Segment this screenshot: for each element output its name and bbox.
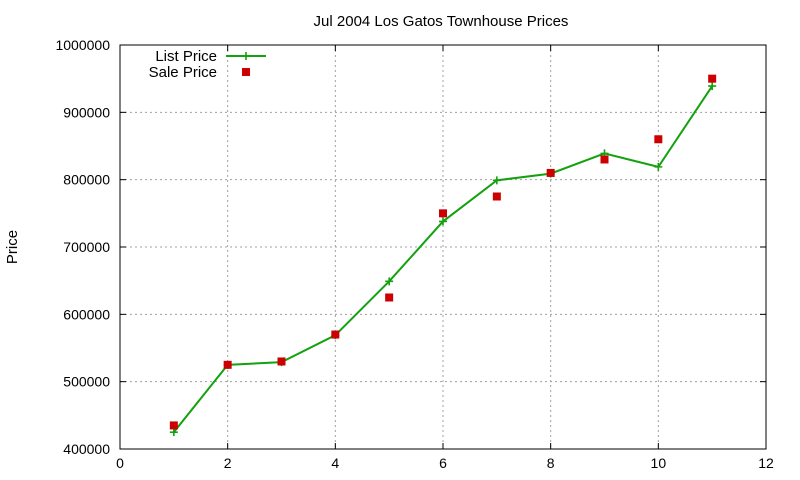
list-price-point: [439, 217, 447, 226]
sale-price-point: [277, 357, 286, 366]
series-sale-price: [169, 74, 717, 430]
chart-title: Jul 2004 Los Gatos Townhouse Prices: [314, 13, 569, 30]
grid: [120, 45, 766, 449]
list-price-point: [169, 428, 178, 437]
list-price-point: [385, 277, 394, 286]
y-tick-label: 1000000: [55, 37, 110, 53]
x-tick-label: 2: [224, 455, 232, 471]
sale-price-point: [439, 209, 447, 218]
x-tick-label: 0: [116, 455, 124, 471]
legend-label: Sale Price: [149, 64, 217, 81]
sale-price-point: [169, 421, 178, 430]
legend-label: List Price: [155, 48, 217, 65]
sale-price-point: [546, 168, 555, 177]
sale-price-point: [492, 192, 501, 201]
x-tick-label: 12: [758, 455, 774, 471]
sale-price-point: [654, 135, 663, 144]
series: [169, 74, 717, 437]
sale-price-point: [331, 330, 340, 339]
list-price-point: [708, 82, 717, 91]
y-tick-label: 900000: [63, 104, 110, 120]
x-tick-label: 4: [331, 455, 339, 471]
y-axis-label: Price: [4, 230, 21, 264]
x-tick-label: 6: [439, 455, 447, 471]
x-tick-label: 8: [547, 455, 555, 471]
sale-price-point: [708, 74, 717, 83]
sale-price-point: [600, 155, 609, 164]
y-tick-label: 400000: [63, 441, 110, 457]
sale-price-point: [223, 360, 232, 369]
y-tick-label: 800000: [63, 172, 110, 188]
list-price-point: [654, 162, 663, 171]
legend-plus-swatch: [242, 52, 250, 60]
y-tick-label: 600000: [63, 306, 110, 322]
axis-ticks: 0 2 4 6 8 10 12 400000 500000 600000 700000 800000 9…: [55, 37, 774, 471]
sale-price-point: [385, 293, 394, 302]
list-price-point: [492, 176, 501, 185]
y-tick-label: 500000: [63, 374, 110, 390]
y-tick-label: 700000: [63, 239, 110, 255]
x-tick-label: 10: [651, 455, 667, 471]
legend-square-swatch: [242, 68, 250, 76]
